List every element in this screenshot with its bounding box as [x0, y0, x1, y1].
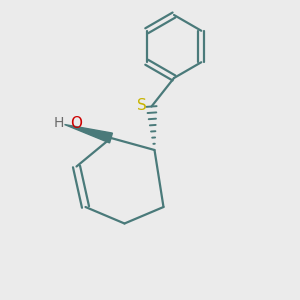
Text: H: H — [54, 116, 64, 130]
Polygon shape — [64, 124, 112, 143]
Text: S: S — [137, 98, 147, 112]
Text: O: O — [70, 116, 82, 130]
